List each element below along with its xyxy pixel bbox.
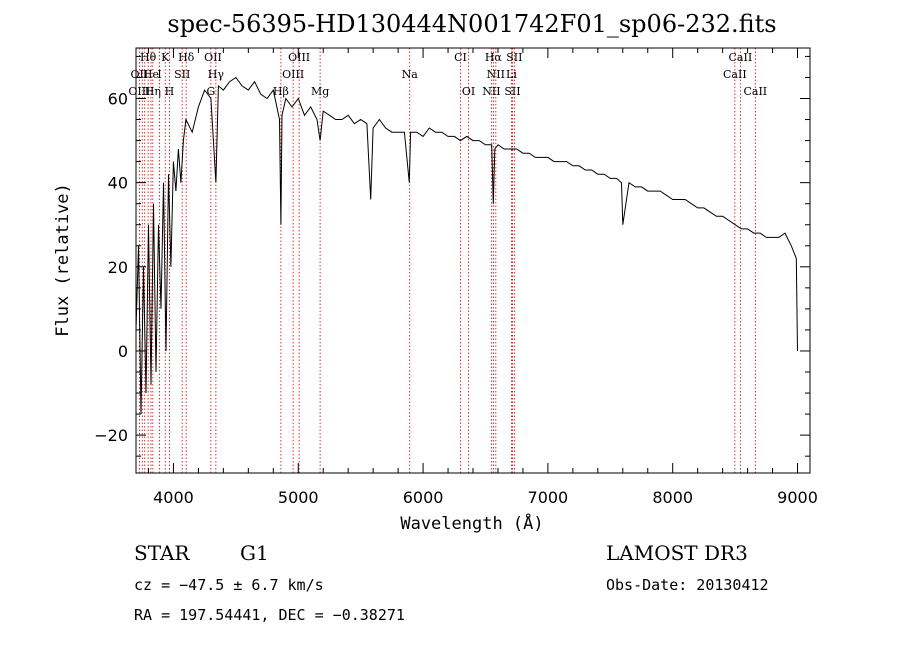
emission-line-label: Na	[402, 68, 419, 81]
y-tick-label: 0	[118, 342, 128, 361]
x-tick-label: 7000	[528, 488, 569, 507]
emission-line-label: SII	[506, 51, 522, 64]
emission-line-label: NII	[487, 68, 505, 81]
emission-line-label: OIII	[288, 51, 310, 64]
emission-line-label: Hβ	[273, 85, 289, 98]
y-tick-label: −20	[94, 426, 128, 445]
x-tick-label: 5000	[278, 488, 319, 507]
survey-name: LAMOST DR3	[606, 541, 748, 565]
x-axis-label: Wavelength (Å)	[400, 512, 543, 534]
object-subclass: G1	[240, 541, 269, 565]
emission-line-label: CI	[454, 51, 467, 64]
emission-line-label: CaII	[729, 51, 753, 64]
emission-line-label: I	[157, 68, 161, 81]
emission-line-label: Li	[506, 68, 517, 81]
x-tick-label: 8000	[652, 488, 693, 507]
emission-line-label: Mg	[311, 85, 329, 98]
emission-line-label: H	[165, 85, 175, 98]
x-tick-label: 4000	[153, 488, 194, 507]
spectrum-line	[135, 76, 798, 415]
emission-line-label: OIII	[128, 85, 150, 98]
coordinates-text: RA = 197.54441, DEC = −0.38271	[134, 606, 405, 624]
emission-line-label: OI	[462, 85, 475, 98]
obs-date: Obs-Date: 20130412	[606, 576, 769, 594]
emission-line-label: NII	[482, 85, 500, 98]
chart-title: spec-56395-HD130444N001742F01_sp06-232.f…	[167, 10, 776, 38]
emission-line-label: SII	[174, 68, 190, 81]
emission-line-label: Hγ	[208, 68, 225, 81]
y-tick-label: 60	[108, 89, 128, 108]
emission-line-label: K	[161, 51, 170, 64]
emission-line-label: Hδ	[178, 51, 195, 64]
y-axis-ticks: −20 0 20 40 60	[94, 55, 810, 457]
y-tick-label: 40	[108, 174, 128, 193]
emission-line-label: SII	[504, 85, 520, 98]
x-tick-label: 9000	[777, 488, 818, 507]
emission-line-label: Hη	[145, 85, 161, 98]
emission-line-label: OII	[204, 51, 222, 64]
spectrum-layer	[135, 76, 798, 415]
y-axis-label: Flux (relative)	[53, 183, 73, 337]
plot-frame	[135, 47, 811, 474]
emission-line-label: Hθ	[140, 51, 157, 64]
object-class: STAR	[134, 541, 190, 565]
emission-line-label: G	[206, 85, 215, 98]
emission-line-label: Hα	[485, 51, 503, 64]
emission-line-label: CaII	[743, 85, 767, 98]
x-axis-ticks: 4000 5000 6000 7000 8000 9000	[147, 48, 818, 507]
emission-line-label: CaII	[723, 68, 747, 81]
emission-line-label: OIII	[282, 68, 304, 81]
marker-layer	[138, 48, 756, 473]
y-tick-label: 20	[108, 258, 128, 277]
emission-line-label: He	[143, 68, 159, 81]
redshift-text: cz = −47.5 ± 6.7 km/s	[134, 576, 324, 594]
x-tick-label: 6000	[403, 488, 444, 507]
emission-line-label: OII	[131, 68, 149, 81]
